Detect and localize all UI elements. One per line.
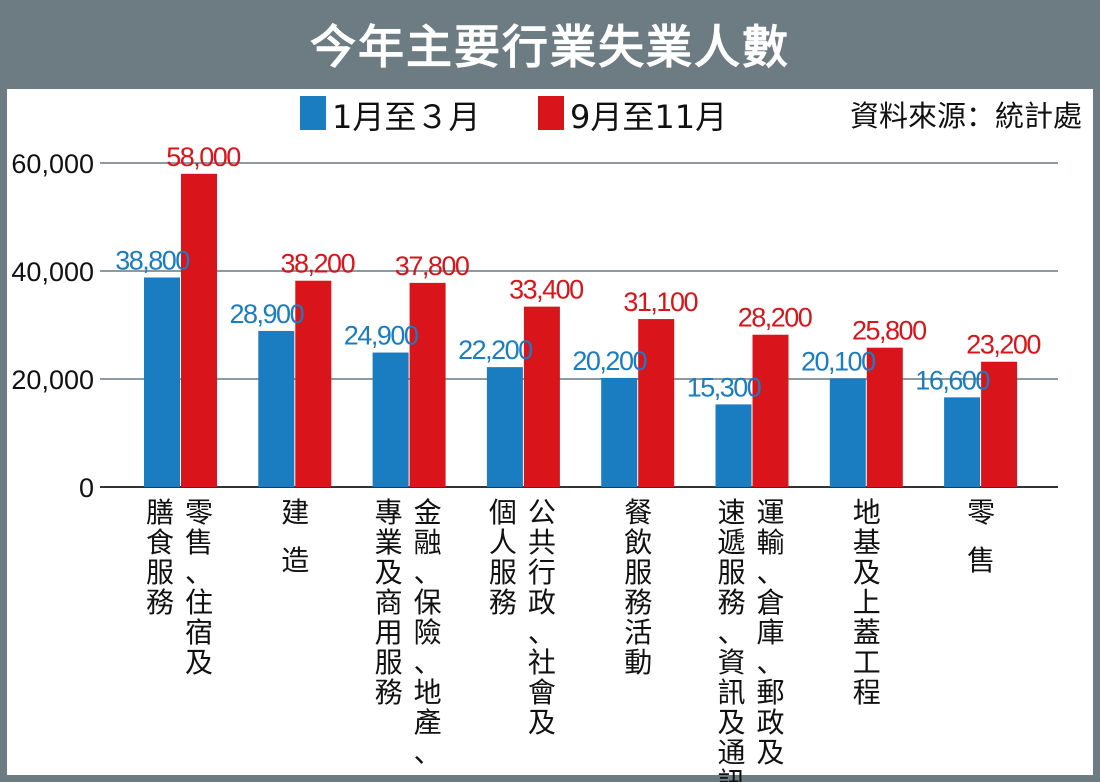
bar-series-2 (752, 334, 789, 487)
data-label-series-1: 15,300 (687, 372, 761, 402)
bar-series-2 (866, 347, 903, 487)
data-label-series-2: 25,800 (852, 316, 926, 346)
category-label: 公共行政、社會及 (528, 496, 556, 739)
category-label: 膳食服務 (146, 496, 174, 619)
y-tick-label: 20,000 (11, 365, 94, 395)
bar-series-1 (829, 378, 866, 487)
category-label: 地基及上蓋工程 (853, 496, 881, 709)
bar-series-1 (601, 377, 638, 487)
y-tick-label: 0 (79, 473, 94, 503)
data-label-series-2: 58,000 (166, 142, 240, 172)
bar-series-1 (144, 277, 180, 487)
data-label-series-1: 28,900 (230, 299, 304, 329)
chart-title: 今年主要行業失業人數 (7, 7, 1093, 89)
legend-label-series-1: 1月至３月 (332, 98, 480, 136)
legend: 1月至３月 9月至11月 (300, 96, 727, 136)
bar-series-1 (715, 404, 752, 487)
category-label: 運輸、倉庫、郵政及 (756, 496, 784, 769)
category-label: 專業及商用服務 (375, 496, 403, 709)
category-label: 速遞服務、資訊及通訊 (717, 496, 745, 782)
category-label: 個人服務 (489, 496, 517, 619)
data-label-series-2: 31,100 (623, 287, 697, 317)
bar-series-1 (258, 330, 295, 487)
category-label: 零售、住宿及 (185, 496, 213, 679)
bar-series-2 (181, 173, 217, 488)
bar-series-2 (409, 282, 446, 487)
y-tick-label: 60,000 (11, 149, 94, 179)
legend-label-series-2: 9月至11月 (570, 98, 727, 136)
legend-swatch-series-2 (538, 96, 564, 130)
data-label-series-2: 23,200 (966, 330, 1040, 360)
data-label-series-2: 37,800 (395, 251, 469, 281)
data-label-series-1: 22,200 (458, 335, 532, 365)
bar-series-2 (981, 361, 1018, 487)
bar-series-2 (638, 319, 675, 487)
bar-series-2 (523, 306, 560, 487)
category-label: 餐飲服務活動 (624, 496, 652, 679)
bar-series-1 (372, 352, 409, 487)
data-label-series-2: 33,400 (509, 275, 583, 305)
bar-series-2 (295, 280, 332, 487)
data-label-series-1: 16,600 (915, 365, 989, 395)
bar-series-1 (486, 367, 523, 487)
category-label: 建造 (281, 496, 309, 577)
bar-series-1 (944, 397, 981, 487)
data-label-series-1: 38,800 (115, 245, 189, 275)
data-label-series-2: 38,200 (281, 249, 355, 279)
data-label-series-1: 20,200 (572, 346, 646, 376)
legend-swatch-series-1 (300, 96, 326, 130)
data-label-series-1: 20,100 (801, 346, 875, 376)
category-label: 零售 (967, 496, 995, 577)
y-tick-label: 40,000 (11, 257, 94, 287)
category-label: 金融、保險、地產、 (414, 496, 442, 769)
data-label-series-2: 28,200 (738, 303, 812, 333)
data-label-series-1: 24,900 (344, 321, 418, 351)
source-note: 資料來源：統計處 (850, 99, 1082, 133)
